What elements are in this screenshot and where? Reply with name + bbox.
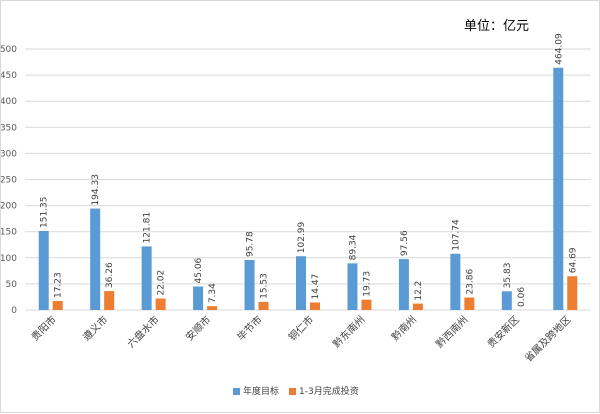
bar-target [245,260,255,310]
legend-swatch [289,388,296,395]
data-label: 15.53 [260,273,270,299]
y-tick-label: 350 [1,123,17,133]
bar-target [399,259,409,310]
legend-item-completed: 1-3月完成投资 [289,384,359,397]
x-tick-label: 黔西南州 [433,313,470,350]
y-tick-label: 250 [1,176,17,186]
y-tick-label: 100 [1,254,17,264]
y-tick-label: 200 [1,202,17,212]
bar-completed [361,300,371,310]
data-label: 64.69 [568,247,578,273]
data-label: 464.09 [554,33,564,65]
data-label: 0.06 [517,287,527,307]
x-tick-label: 贵阳市 [28,313,58,343]
bar-target [502,291,512,310]
bar-target [193,286,203,310]
bar-completed [53,301,63,310]
data-label: 102.99 [297,221,307,253]
bar-completed [310,302,320,310]
data-label: 7.34 [208,283,218,303]
data-label: 12.2 [414,281,424,301]
data-label: 151.35 [40,196,50,228]
x-tick-label: 六盘水市 [124,313,161,350]
data-label: 89.34 [348,234,358,260]
y-tick-label: 300 [1,149,17,159]
x-tick-label: 黔南州 [389,313,419,343]
bar-target [347,263,357,310]
bar-target [90,209,100,310]
bar-completed [567,276,577,310]
data-label: 14.47 [311,274,321,300]
legend-swatch [233,388,240,395]
y-tick-label: 0 [11,306,17,316]
legend-label: 年度目标 [243,387,279,397]
x-tick-label: 铜仁市 [286,313,316,343]
bar-completed [464,298,474,310]
data-label: 45.06 [194,257,204,283]
bar-target [553,68,563,310]
data-label: 36.26 [105,262,115,288]
data-label: 121.81 [143,212,153,244]
x-tick-label: 黔东南州 [330,313,367,350]
data-label: 19.73 [362,271,372,297]
data-label: 23.86 [465,269,475,295]
legend-label: 1-3月完成投资 [299,387,359,397]
bar-completed [156,299,166,310]
legend-item-target: 年度目标 [233,384,279,397]
y-tick-label: 500 [1,45,17,55]
y-tick-label: 50 [6,280,18,290]
data-label: 95.78 [246,231,256,257]
bar-completed [259,302,269,310]
x-tick-label: 毕节市 [234,313,264,343]
data-label: 35.83 [503,263,513,289]
unit-label: 单位：亿元 [464,15,529,34]
x-tick-label: 省属及跨地区 [522,313,574,365]
bar-target [142,246,152,310]
y-tick-label: 400 [1,97,17,107]
x-tick-label: 贵安新区 [484,313,521,350]
legend: 年度目标 1-3月完成投资 [233,384,359,397]
bar-target [296,256,306,310]
bar-completed [104,291,114,310]
y-tick-label: 150 [1,228,17,238]
y-tick-label: 450 [1,71,17,81]
data-label: 97.56 [400,230,410,256]
bar-completed [207,306,217,310]
x-tick-label: 安顺市 [183,313,213,343]
bar-target [450,254,460,310]
data-label: 22.02 [157,270,167,296]
bar-completed [413,304,423,310]
bar-target [39,231,49,310]
data-label: 107.74 [451,219,461,251]
data-label: 194.33 [91,174,101,206]
data-label: 17.23 [54,272,64,298]
x-tick-label: 遵义市 [80,313,110,343]
